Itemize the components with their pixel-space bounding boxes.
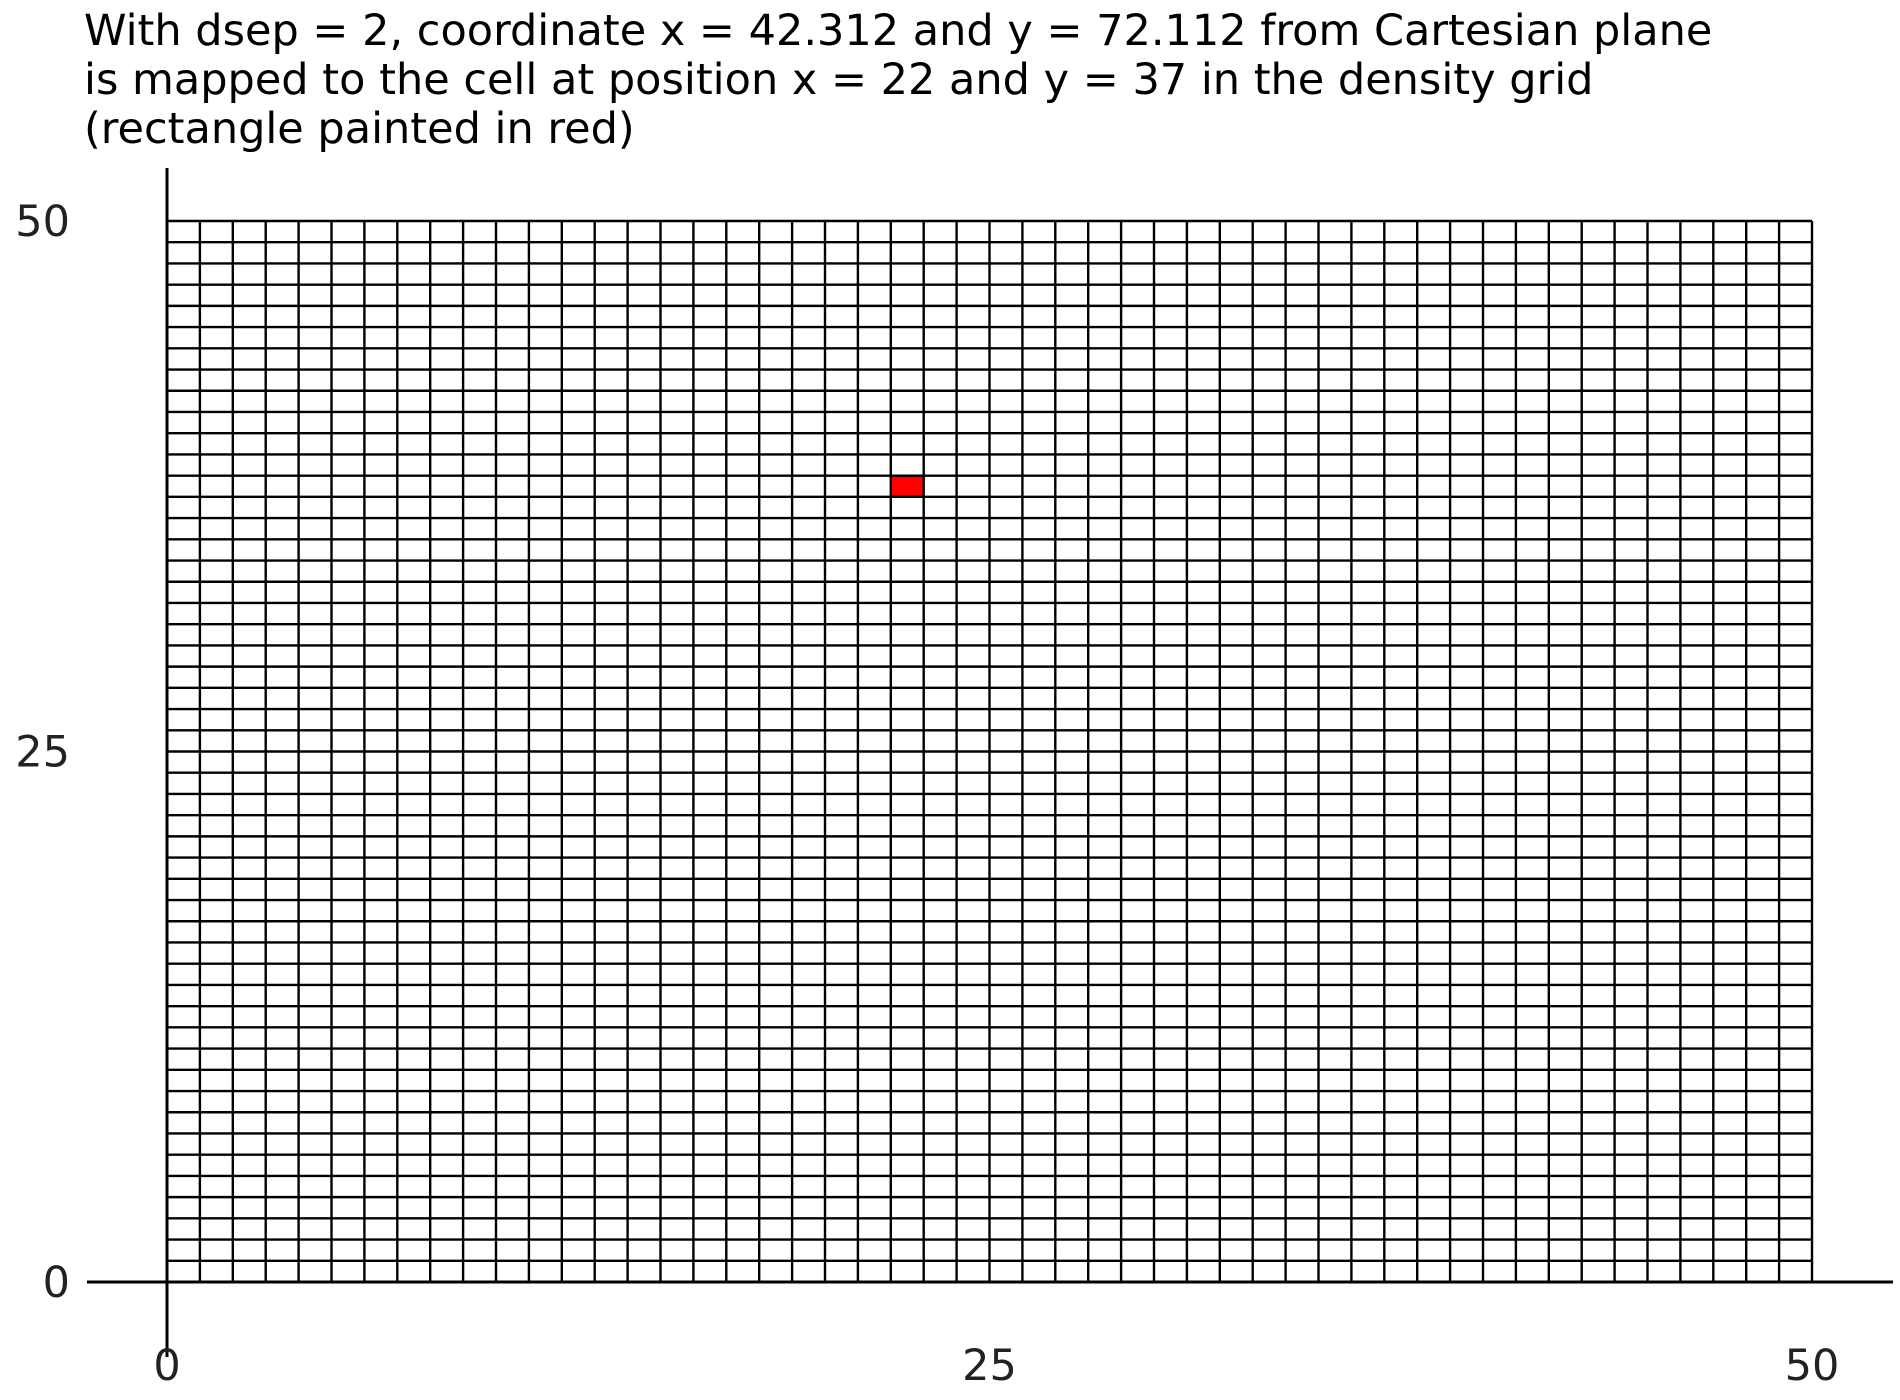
title-line-2: is mapped to the cell at position x = 22…	[84, 55, 1593, 105]
chart-title: With dsep = 2, coordinate x = 42.312 and…	[84, 6, 1712, 154]
title-line-1: With dsep = 2, coordinate x = 42.312 and…	[84, 6, 1712, 56]
x-tick-label: 25	[962, 1341, 1017, 1391]
y-tick-label: 25	[15, 728, 70, 778]
y-tick-label: 50	[15, 197, 70, 247]
highlighted-cell	[890, 475, 924, 497]
tick-labels: 0 25 50 0 25 50	[15, 197, 1839, 1391]
x-tick-label: 0	[153, 1341, 180, 1391]
x-tick-label: 50	[1785, 1341, 1840, 1391]
title-line-3: (rectangle painted in red)	[84, 104, 635, 154]
highlight-layer	[890, 475, 924, 497]
y-tick-label: 0	[43, 1258, 70, 1308]
axes	[87, 168, 1893, 1357]
density-grid	[165, 219, 1814, 1284]
